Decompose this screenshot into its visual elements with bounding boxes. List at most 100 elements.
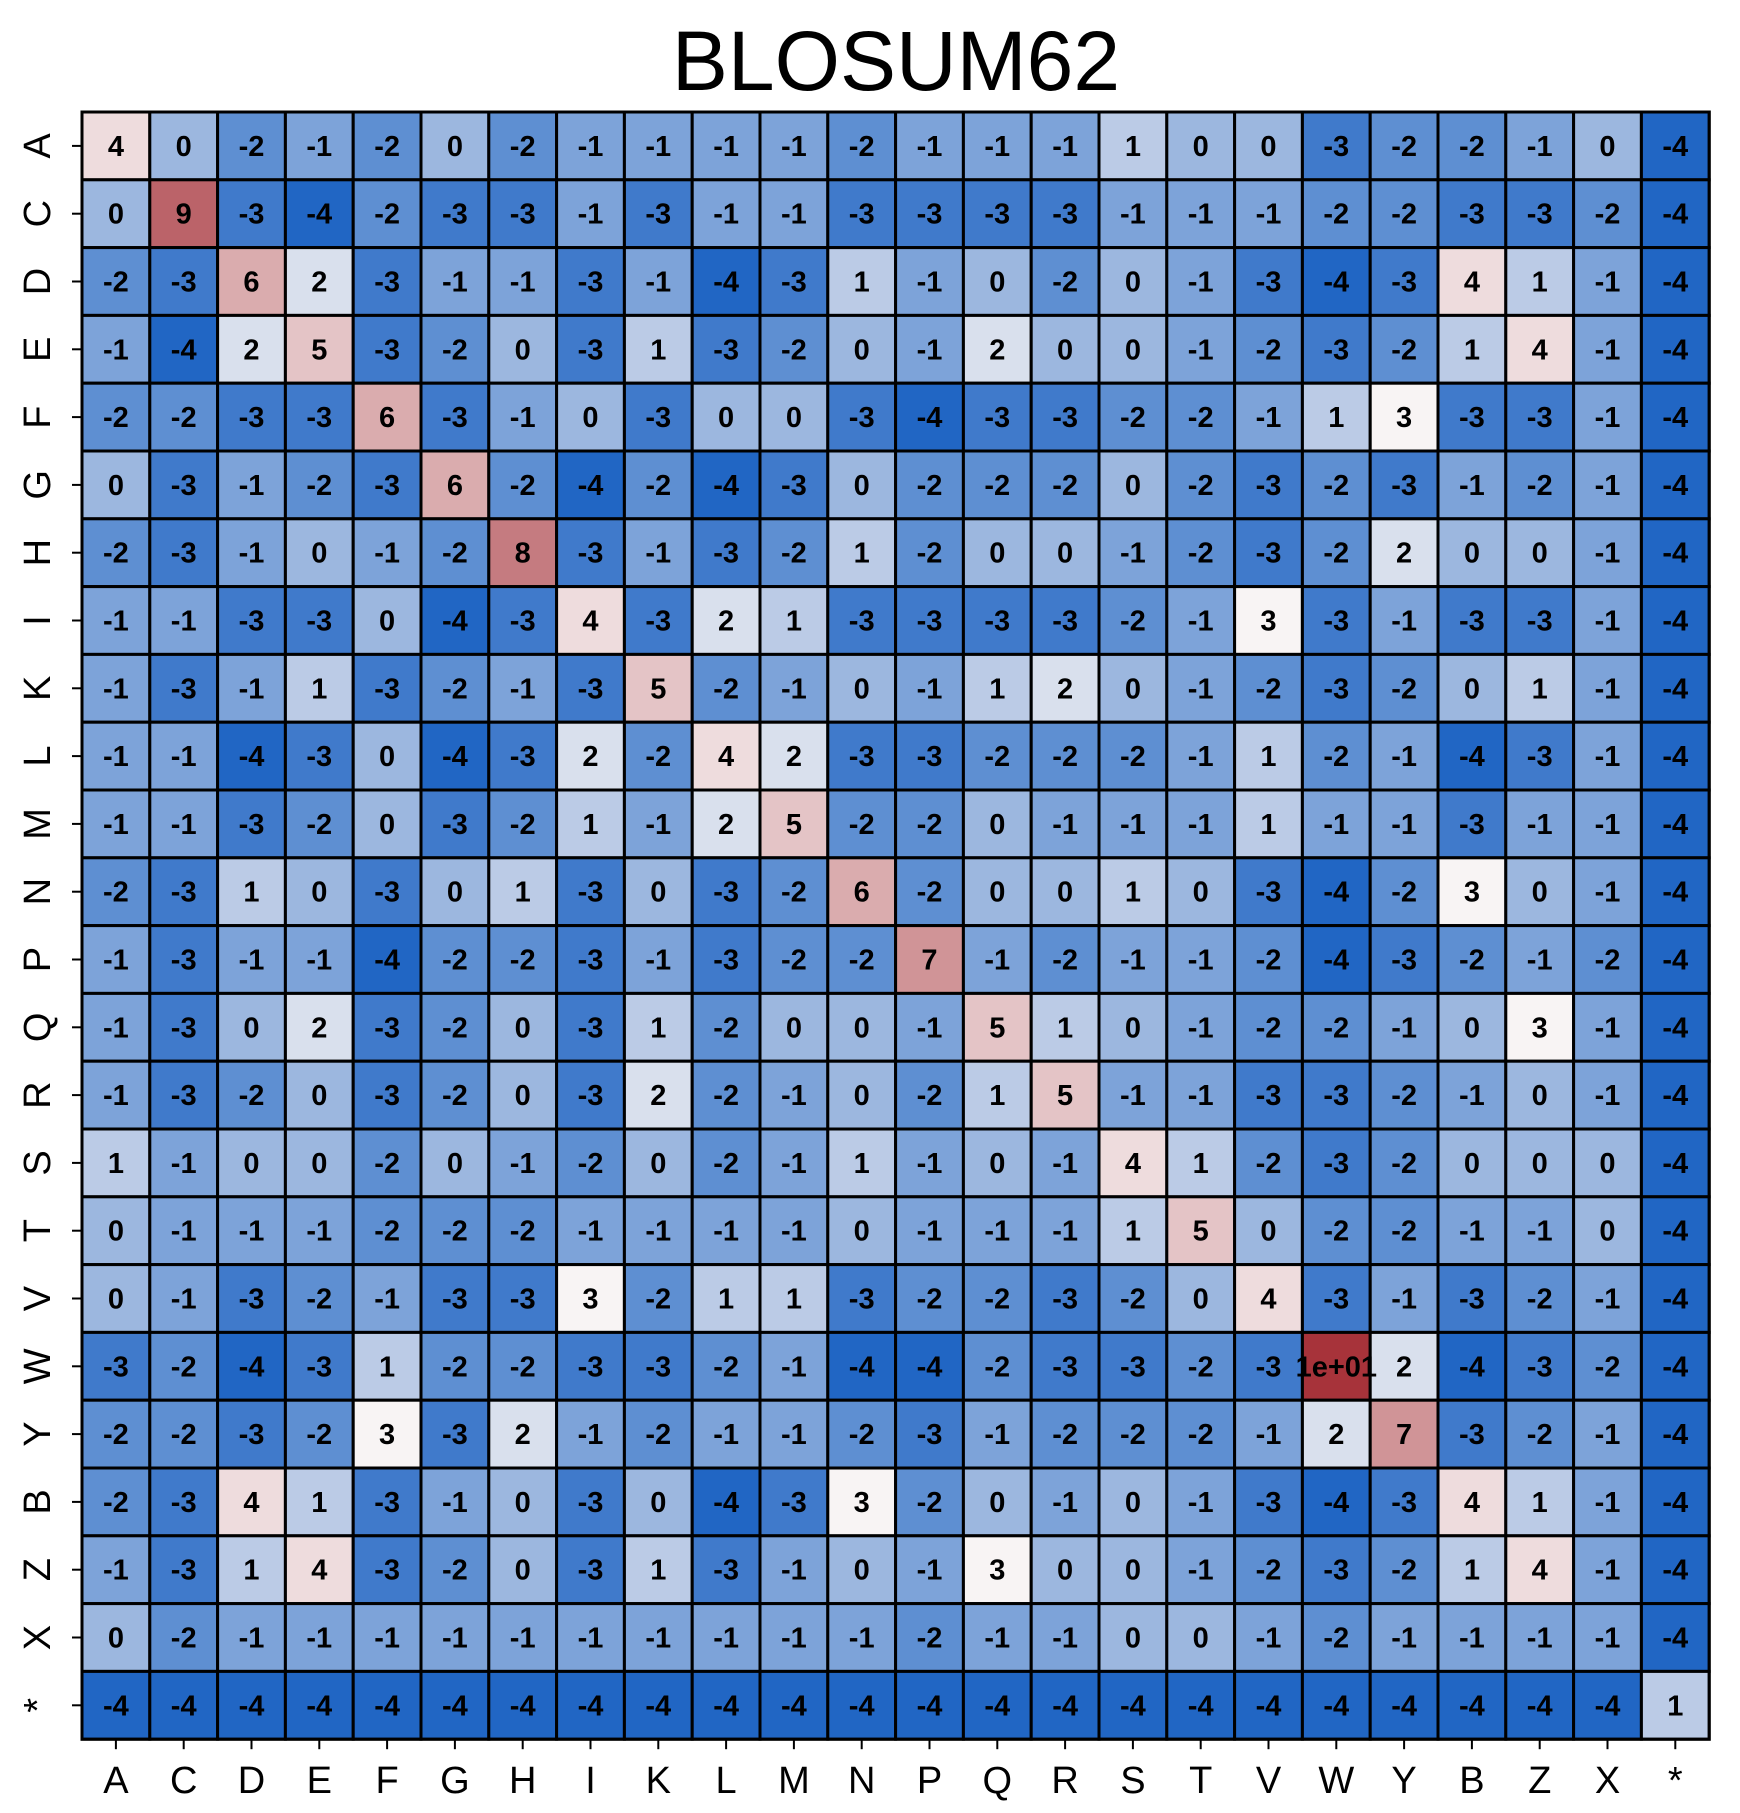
cell-value-X-F: -1 bbox=[374, 1623, 400, 1655]
cell-value-T-K: -1 bbox=[645, 1216, 671, 1248]
cell-value-R-W: -3 bbox=[1323, 1080, 1349, 1112]
cell-value-A-S: 1 bbox=[1125, 131, 1141, 163]
cell-value-P-W: -4 bbox=[1323, 945, 1349, 977]
cell-value-W-Z: -3 bbox=[1527, 1351, 1553, 1383]
cell-value-G-G: 6 bbox=[447, 470, 463, 502]
cell-value-S-*: -4 bbox=[1662, 1148, 1688, 1180]
cell-value-M-L: 2 bbox=[718, 809, 734, 841]
heatmap-cell-D-M bbox=[758, 246, 830, 317]
cell-value-P-L: -3 bbox=[713, 945, 739, 977]
y-tick-label-Z: Z bbox=[17, 1558, 59, 1581]
cell-value-H-G: -2 bbox=[442, 538, 468, 570]
y-tick-label-E: E bbox=[17, 337, 59, 362]
heatmap-cell-T-S bbox=[1097, 1195, 1169, 1267]
cell-value-Q-M: 0 bbox=[786, 1012, 802, 1044]
cell-value-I-P: -3 bbox=[917, 606, 943, 638]
cell-value-W-Q: -2 bbox=[984, 1351, 1010, 1383]
cell-value-X-P: -2 bbox=[917, 1623, 943, 1655]
cell-value-D-I: -3 bbox=[578, 267, 604, 299]
cell-value-V-F: -1 bbox=[374, 1284, 400, 1316]
heatmap-cell-I-Y bbox=[1368, 585, 1440, 656]
cell-value-T-F: -2 bbox=[374, 1216, 400, 1248]
cell-value-X-S: 0 bbox=[1125, 1623, 1141, 1655]
heatmap-cell-I-M bbox=[758, 585, 830, 656]
cell-value-N-A: -2 bbox=[103, 877, 129, 909]
cell-value-V-C: -1 bbox=[171, 1284, 197, 1316]
cell-value-Q-G: -2 bbox=[442, 1012, 468, 1044]
cell-value-R-*: -4 bbox=[1662, 1080, 1688, 1112]
heatmap-cell-V-Y bbox=[1368, 1263, 1440, 1334]
cell-value-I-M: 1 bbox=[786, 606, 802, 638]
cell-value-E-F: -3 bbox=[374, 334, 400, 366]
heatmap-cell-G-I bbox=[555, 449, 626, 521]
cell-value-K-K: 5 bbox=[650, 673, 666, 705]
cell-value-V-B: -3 bbox=[1459, 1284, 1485, 1316]
cell-value-M-E: -2 bbox=[306, 809, 332, 841]
cell-value-Z-P: -1 bbox=[917, 1555, 943, 1587]
cell-value-R-F: -3 bbox=[374, 1080, 400, 1112]
cell-value-A-M: -1 bbox=[781, 131, 807, 163]
cell-value-L-D: -4 bbox=[239, 741, 265, 773]
heatmap-cell-Z-Q bbox=[961, 1534, 1033, 1606]
x-tick-label-E: E bbox=[307, 1760, 332, 1802]
cell-value-*-T: -4 bbox=[1188, 1690, 1214, 1722]
cell-value-B-H: 0 bbox=[515, 1487, 531, 1519]
heatmap-cell-F-Q bbox=[961, 381, 1033, 453]
cell-value-T-W: -2 bbox=[1323, 1216, 1349, 1248]
cell-value-Y-S: -2 bbox=[1120, 1419, 1146, 1451]
cell-value-W-C: -2 bbox=[171, 1351, 197, 1383]
cell-value-I-I: 4 bbox=[582, 606, 598, 638]
heatmap-cell-L-M bbox=[758, 720, 830, 792]
heatmap-cell-D-G bbox=[419, 246, 491, 317]
cell-value-*-W: -4 bbox=[1323, 1690, 1349, 1722]
cell-value-E-*: -4 bbox=[1662, 334, 1688, 366]
heatmap-cell-Z-T bbox=[1165, 1534, 1237, 1606]
cell-value-I-E: -3 bbox=[306, 606, 332, 638]
heatmap-cell-D-I bbox=[555, 246, 626, 317]
heatmap-cell-F-N bbox=[826, 381, 898, 453]
cell-value-T-D: -1 bbox=[239, 1216, 265, 1248]
heatmap-cell-W-W bbox=[1300, 1330, 1372, 1402]
heatmap-cell-W-V bbox=[1233, 1330, 1304, 1402]
cell-value-I-B: -3 bbox=[1459, 606, 1485, 638]
cell-value-Y-V: -1 bbox=[1256, 1419, 1282, 1451]
cell-value-B-V: -3 bbox=[1256, 1487, 1282, 1519]
heatmap-cell-D-S bbox=[1097, 246, 1169, 317]
cell-value-E-H: 0 bbox=[515, 334, 531, 366]
heatmap-cell-V-L bbox=[690, 1263, 762, 1334]
x-tick-label-N: N bbox=[848, 1760, 875, 1802]
cell-value-L-L: 4 bbox=[718, 741, 734, 773]
cell-value-T-T: 5 bbox=[1193, 1216, 1209, 1248]
heatmap-cell-M-L bbox=[690, 788, 762, 860]
cell-value-T-I: -1 bbox=[578, 1216, 604, 1248]
cell-value-K-Y: -2 bbox=[1391, 673, 1417, 705]
cell-value-V-P: -2 bbox=[917, 1284, 943, 1316]
heatmap-cell-M-K bbox=[622, 788, 694, 860]
cell-value-Y-M: -1 bbox=[781, 1419, 807, 1451]
heatmap-cell-G-M bbox=[758, 449, 830, 521]
cell-value-I-N: -3 bbox=[849, 606, 875, 638]
heatmap-cell-N-Y bbox=[1368, 856, 1440, 928]
cell-value-T-Z: -1 bbox=[1527, 1216, 1553, 1248]
heatmap-cell-F-C bbox=[148, 381, 220, 453]
cell-value-K-F: -3 bbox=[374, 673, 400, 705]
cell-value-Q-W: -2 bbox=[1323, 1012, 1349, 1044]
heatmap-cell-I-B bbox=[1436, 585, 1508, 656]
cell-value-V-T: 0 bbox=[1193, 1284, 1209, 1316]
cell-value-P-X: -2 bbox=[1595, 945, 1621, 977]
cell-value-Z-I: -3 bbox=[578, 1555, 604, 1587]
cell-value-*-D: -4 bbox=[239, 1690, 265, 1722]
heatmap-cell-C-F bbox=[351, 178, 423, 250]
cell-value-A-Z: -1 bbox=[1527, 131, 1553, 163]
heatmap-cell-L-P bbox=[894, 720, 965, 792]
cell-value-N-Y: -2 bbox=[1391, 877, 1417, 909]
cell-value-D-Q: 0 bbox=[989, 267, 1005, 299]
cell-value-N-C: -3 bbox=[171, 877, 197, 909]
heatmap-cell-S-Z bbox=[1504, 1127, 1576, 1199]
cell-value-Q-C: -3 bbox=[171, 1012, 197, 1044]
cell-value-K-C: -3 bbox=[171, 673, 197, 705]
cell-value-F-D: -3 bbox=[239, 402, 265, 434]
heatmap-cell-L-F bbox=[351, 720, 423, 792]
cell-value-Q-K: 1 bbox=[650, 1012, 666, 1044]
heatmap-cell-Y-D bbox=[216, 1398, 287, 1470]
